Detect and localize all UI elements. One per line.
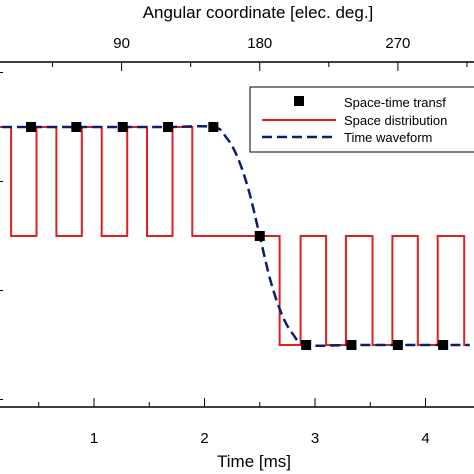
space-time-marker: [392, 340, 403, 350]
bottom-axis-label: Time [ms]: [217, 452, 291, 471]
bottom-tick-label: 4: [421, 430, 429, 447]
bottom-tick-label: 1: [90, 430, 98, 447]
space-time-marker: [301, 340, 312, 350]
space-time-marker: [346, 340, 357, 350]
top-axis-ticks: 90 180 270: [52, 35, 468, 71]
bottom-tick-label: 2: [200, 430, 208, 447]
plot-frame: [0, 61, 474, 408]
legend: Space-time transf Space distribution Tim…: [249, 86, 474, 153]
space-time-marker: [254, 231, 265, 241]
bottom-tick-label: 3: [311, 430, 319, 447]
space-time-marker: [71, 122, 82, 132]
top-tick-label: 90: [113, 35, 130, 52]
legend-label-time: Time waveform: [344, 130, 432, 145]
legend-marker-square: [294, 96, 304, 106]
legend-label-space-time: Space-time transf: [344, 95, 446, 110]
space-time-marker: [117, 122, 128, 132]
legend-label-space: Space distribution: [344, 113, 447, 128]
left-axis-ticks: [0, 72, 3, 400]
space-time-marker: [163, 122, 174, 132]
series-line-space-distribution: [0, 126, 470, 346]
top-axis-label: Angular coordinate [elec. deg.]: [143, 3, 374, 22]
space-time-marker: [26, 122, 37, 132]
space-time-marker: [438, 340, 449, 350]
bottom-axis-ticks: 1 2 3 4: [38, 398, 430, 447]
top-tick-label: 270: [385, 35, 410, 52]
top-tick-label: 180: [247, 35, 272, 52]
space-time-marker: [208, 122, 219, 132]
series-layer: [0, 122, 470, 350]
